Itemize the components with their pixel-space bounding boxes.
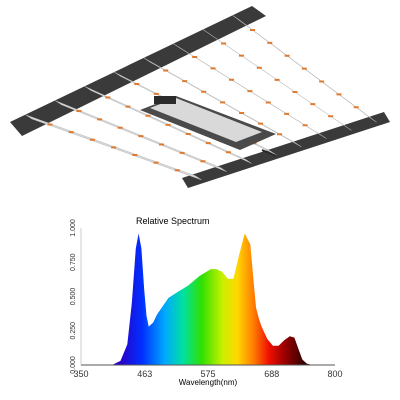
led-grow-light-image [10,6,390,188]
y-tick-label: 0.250 [70,322,77,340]
led-diode [132,154,138,156]
x-axis: 350 463 575 688 800 [73,369,342,379]
x-tick-label: 575 [200,369,215,379]
led-diode [153,92,159,95]
led-diode [328,115,334,118]
led-diode [256,66,262,69]
led-diode [76,110,82,112]
y-tick-label: 1.000 [70,219,77,237]
led-diode [284,112,290,115]
x-tick-label: 463 [137,369,152,379]
led-diode [97,118,103,121]
led-diode [201,90,207,93]
led-diode [111,146,117,149]
x-axis-label: Wavelength(nm) [179,378,238,387]
led-diode [179,151,185,154]
led-diode [274,78,280,81]
driver-box [140,96,277,157]
y-tick-label: 0.750 [70,253,77,271]
led-diode [138,135,144,138]
led-diode [292,91,298,93]
led-diode [247,90,253,93]
led-diode [145,114,151,117]
led-diode [210,67,216,70]
chart-title: Relative Spectrum [136,216,210,226]
led-diode [182,80,188,83]
led-diode [277,133,283,136]
led-diode [228,78,234,81]
led-diode [165,123,171,126]
led-diode [267,41,273,44]
x-tick-label: 688 [264,369,279,379]
led-diode [310,103,316,106]
led-diode [302,124,308,127]
led-diode [47,123,53,126]
led-diode [238,54,244,57]
led-diode [353,106,359,109]
back-rail [10,6,266,136]
x-tick-label: 350 [73,369,88,379]
led-diode [225,151,231,154]
led-diode [250,29,256,31]
led-diode [89,138,95,141]
led-diode [205,142,211,145]
light-bars [25,14,377,181]
led-diode [163,69,169,72]
relative-spectrum-chart: Relative Spectrum 0.000 0.250 0.500 0.750 1.… [70,216,343,387]
y-tick-label: 0.000 [70,356,77,374]
led-diode [319,80,325,83]
led-diode [105,96,111,99]
led-diode [301,67,307,70]
led-diode [174,169,180,172]
led-diode [336,93,342,96]
led-diode [134,83,140,85]
led-diode [284,54,290,57]
led-diode [265,101,271,104]
led-diode [220,101,226,104]
y-tick-label: 0.500 [70,288,77,306]
led-diode [185,133,191,135]
front-rail [182,112,390,188]
led-diode [117,126,123,129]
spectrum-area [112,233,313,365]
led-diode [221,42,227,45]
led-diode [239,112,245,114]
x-tick-label: 800 [327,369,342,379]
led-diode [153,161,159,164]
led-diode [159,143,165,146]
led-diode [68,131,74,134]
y-axis: 0.000 0.250 0.500 0.750 1.000 [70,219,77,374]
led-diode [192,56,198,58]
led-diode [125,105,131,108]
led-diode [200,160,206,163]
led-diode [258,122,264,125]
